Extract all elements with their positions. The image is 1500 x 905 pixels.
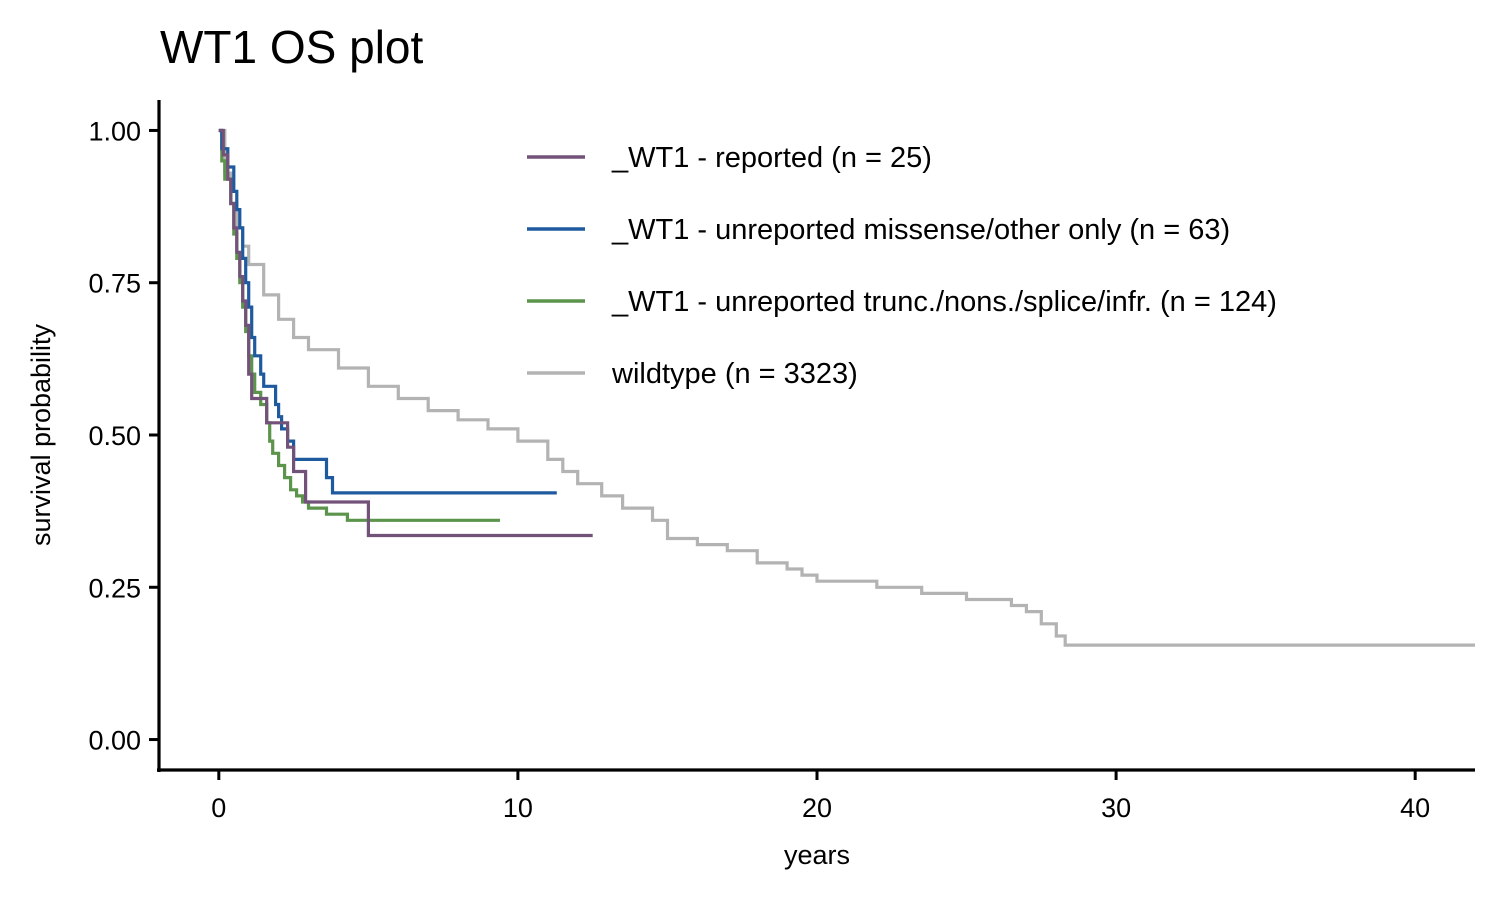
- legend-label-2: _WT1 - unreported missense/other only (n…: [611, 214, 1230, 246]
- plot-area: [218, 128, 1475, 647]
- axis-ticks: 0 10 20 30 40 0.00 0.25 0.50 0.75 1.00: [88, 116, 1430, 823]
- chart-title: WT1 OS plot: [160, 21, 424, 73]
- legend-label-1: _WT1 - reported (n = 25): [611, 142, 932, 174]
- y-tick-label: 1.00: [88, 116, 141, 146]
- survival-curve-1: [218, 128, 593, 538]
- y-tick-label: 0.25: [88, 573, 141, 603]
- x-tick-label: 10: [503, 793, 533, 823]
- y-axis-title: survival probability: [26, 323, 56, 546]
- x-tick-label: 30: [1101, 793, 1131, 823]
- y-tick-label: 0.50: [88, 421, 141, 451]
- survival-curve-4: [218, 128, 1475, 647]
- x-tick-label: 40: [1400, 793, 1430, 823]
- x-axis-title: years: [784, 840, 850, 870]
- legend: _WT1 - reported (n = 25) _WT1 - unreporte…: [527, 142, 1277, 390]
- y-tick-label: 0.00: [88, 726, 141, 756]
- legend-label-3: _WT1 - unreported trunc./nons./splice/in…: [611, 286, 1277, 318]
- y-tick-label: 0.75: [88, 269, 141, 299]
- survival-curve-2: [218, 128, 557, 495]
- x-tick-label: 0: [211, 793, 226, 823]
- survival-curve-3: [218, 128, 500, 522]
- legend-label-4: wildtype (n = 3323): [611, 358, 858, 390]
- x-tick-label: 20: [802, 793, 832, 823]
